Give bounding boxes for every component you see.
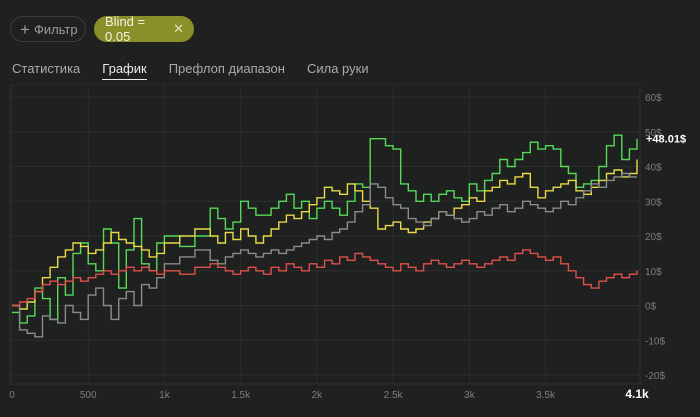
tab-statistics[interactable]: Статистика: [12, 61, 81, 76]
x-tick-label: 3.5k: [536, 390, 556, 401]
y-tick-label: 30$: [645, 197, 662, 208]
plus-icon: +: [20, 19, 30, 39]
series-line-2: [12, 172, 637, 338]
y-tick-label: 0$: [645, 302, 657, 313]
y-tick-label: 50$: [645, 128, 662, 139]
x-tick-label: 1k: [159, 390, 171, 401]
x-tick-label: 2k: [312, 390, 324, 401]
y-tick-label: -20$: [645, 371, 665, 382]
series-line-3: [12, 249, 638, 307]
series-line-1: [12, 159, 638, 310]
tab-hand-strength[interactable]: Сила руки: [306, 61, 369, 76]
x-tick-label: 500: [80, 390, 97, 401]
blind-filter-label: Blind = 0.05: [105, 14, 146, 44]
y-tick-label: -10$: [645, 336, 665, 347]
x-tick-label: 0: [9, 390, 15, 401]
end-value-label: +48.01$: [646, 134, 686, 146]
x-tick-label: 1.5k: [231, 390, 251, 401]
x-tick-label: 3k: [464, 390, 476, 401]
y-tick-label: 20$: [645, 232, 662, 243]
add-filter-button[interactable]: + Фильтр: [10, 16, 86, 42]
series-line-0: [12, 134, 638, 324]
tab-chart[interactable]: График: [102, 61, 147, 80]
y-tick-label: 40$: [645, 163, 662, 174]
x-tick-label: 4.1k: [625, 387, 649, 401]
plot-frame: [9, 84, 641, 385]
close-icon[interactable]: ✕: [173, 21, 184, 36]
x-tick-label: 2.5k: [384, 390, 404, 401]
tab-preflop-range[interactable]: Префлоп диапазон: [168, 61, 285, 76]
add-filter-label: Фильтр: [33, 21, 78, 37]
tab-bar: Статистика График Префлоп диапазон Сила …: [12, 61, 391, 80]
profit-chart: 60$ 50$ 40$ 30$ 20$ 10$ 0$ -10$ -20$ 0 500 1k 1.5k 2k…: [9, 84, 686, 401]
blind-filter-chip[interactable]: Blind = 0.05 ✕: [94, 14, 194, 44]
y-tick-label: 60$: [645, 93, 662, 104]
y-tick-label: 10$: [645, 267, 662, 278]
